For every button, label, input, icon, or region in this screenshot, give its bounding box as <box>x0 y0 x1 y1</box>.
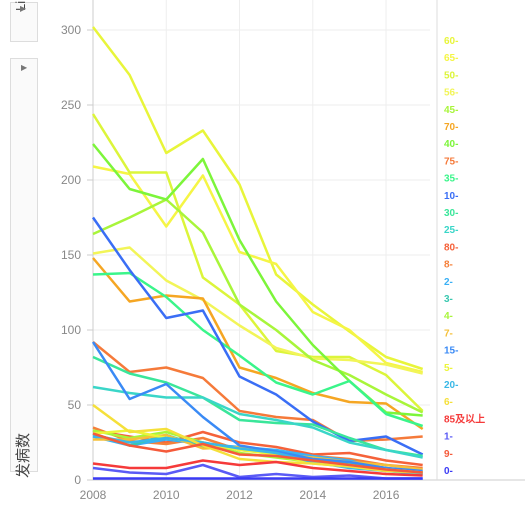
expand-arrow-icon: ▶ <box>21 63 28 72</box>
legend-item: 9- <box>444 449 453 460</box>
series-line <box>92 257 424 431</box>
y-tick-label: 50 <box>68 398 82 412</box>
series-lines <box>91 26 424 480</box>
series-line <box>92 246 423 375</box>
legend-item: 2- <box>444 277 453 288</box>
y-tick-label: 300 <box>61 23 81 37</box>
legend-item: 8- <box>444 260 453 271</box>
series-line <box>92 385 423 459</box>
legend-item: 35- <box>444 174 458 185</box>
series-line <box>92 198 424 414</box>
legend-item: 15- <box>444 346 458 357</box>
x-tick-label: 2008 <box>80 488 107 502</box>
series-line <box>92 341 423 443</box>
left-control-strip: Lin ▶ ▶ 发病数 <box>0 0 40 512</box>
legend-item: 0- <box>444 466 453 477</box>
axes: 0 50 100 150 200 250 300 2008 2010 2012 2014 2016 <box>61 0 525 502</box>
legend-item: 80- <box>444 242 458 253</box>
legend-item: 7- <box>444 328 453 339</box>
legend-item: 75- <box>444 156 458 167</box>
series-line <box>91 216 424 456</box>
x-tick-label: 2010 <box>153 488 180 502</box>
series-line <box>92 432 423 474</box>
legend-item: 5- <box>444 363 453 374</box>
legend-item: 30- <box>444 208 458 219</box>
series-line <box>92 463 423 480</box>
x-tick-label: 2016 <box>373 488 400 502</box>
y-tick-label: 150 <box>61 248 81 262</box>
legend-item: 25- <box>444 225 458 236</box>
series-line <box>92 355 423 458</box>
collapse-panel-button[interactable]: ▶ <box>10 58 38 472</box>
legend-item: 85及以上 <box>444 412 485 425</box>
series-line <box>92 26 424 371</box>
y-tick-label: 200 <box>61 173 81 187</box>
series-line <box>91 341 423 473</box>
legend-item: 6- <box>444 397 453 408</box>
legend-item: 40- <box>444 139 458 150</box>
legend-item: 65- <box>444 53 458 64</box>
series-line <box>92 271 424 428</box>
legend-item: 10- <box>444 191 458 202</box>
series-line <box>92 403 423 474</box>
legend-item: 20- <box>444 380 458 391</box>
legend-item: 4- <box>444 311 453 322</box>
legend-item: 56- <box>444 88 458 99</box>
legend-item: 45- <box>444 105 458 116</box>
legend-item: 1- <box>444 432 453 443</box>
x-tick-label: 2014 <box>299 488 326 502</box>
legend-item: 50- <box>444 70 458 81</box>
legend-item: 60- <box>444 36 458 47</box>
series-line <box>92 459 423 477</box>
scale-toggle-button[interactable]: Lin ▶ <box>10 0 38 42</box>
legend-item: 3- <box>444 294 453 305</box>
legend: 60- 65- 50- 56- 45- 70- 40- 75- 35- 10- 30- 25- 80- 8… <box>444 36 485 477</box>
legend-item: 70- <box>444 122 458 133</box>
y-tick-label: 250 <box>61 98 81 112</box>
series-line <box>92 165 423 374</box>
y-tick-label: 0 <box>74 473 81 487</box>
y-tick-label: 100 <box>61 323 81 337</box>
x-tick-label: 2012 <box>226 488 253 502</box>
series-line <box>91 113 424 412</box>
series-line <box>92 143 423 417</box>
scale-arrow-icon: ▶ <box>20 4 27 13</box>
